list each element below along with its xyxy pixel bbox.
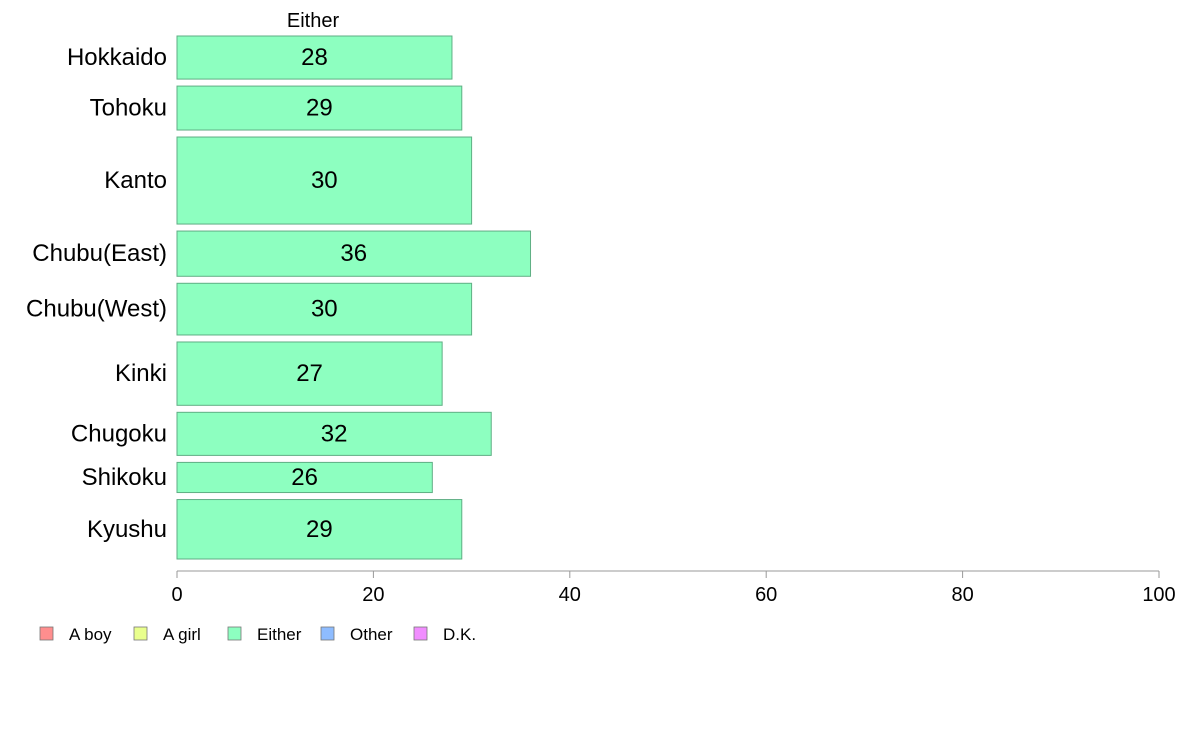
category-label: Hokkaido [67,44,167,71]
x-axis: 0 20 40 60 80 100 [171,570,1176,606]
value-label: 27 [296,360,323,387]
legend-label: A girl [163,625,201,644]
legend-swatch [133,626,148,641]
x-tick-label: 60 [755,584,777,606]
bar-chugoku [176,411,492,456]
legend-swatch [413,626,428,641]
value-label: 36 [340,240,367,267]
bar-kyushu [176,499,463,560]
x-tick-label: 20 [362,584,384,606]
bar-tohoku [176,85,463,131]
category-label: Chubu(East) [32,240,167,267]
bar-kinki [176,341,443,406]
category-label: Shikoku [82,464,167,491]
value-label: 32 [321,420,348,447]
legend-swatch [39,626,54,641]
x-tick-label: 0 [171,584,182,606]
bar-chubu-west- [176,282,473,336]
category-label: Chubu(West) [26,296,167,323]
legend-label: D.K. [443,625,476,644]
bar-shikoku [176,461,433,494]
category-label: Kanto [104,167,167,194]
value-label: 26 [291,464,318,491]
x-tick-label: 100 [1142,584,1175,606]
value-label: 29 [306,516,333,543]
legend-label: Either [257,625,302,644]
legend-label: A boy [69,625,112,644]
legend-label: Other [350,625,393,644]
value-label: 29 [306,95,333,122]
value-label: 30 [311,167,338,194]
x-tick-label: 40 [559,584,581,606]
category-label: Tohoku [90,95,167,122]
bar-chubu-east- [176,230,532,277]
legend-swatch [227,626,242,641]
value-label: 30 [311,296,338,323]
bars-group: 28 Hokkaido 29 Tohoku 30 Kanto 36 Chubu(East) 30… [26,35,532,560]
legend: A boy A girl Either Other D.K. [39,625,476,644]
bar-hokkaido [176,35,453,80]
category-label: Kyushu [87,516,167,543]
bar-kanto [176,136,473,225]
x-tick-label: 80 [951,584,973,606]
value-label: 28 [301,44,328,71]
category-label: Chugoku [71,420,167,447]
legend-swatch [320,626,335,641]
panel-title: Either [287,10,340,32]
category-label: Kinki [115,360,167,387]
